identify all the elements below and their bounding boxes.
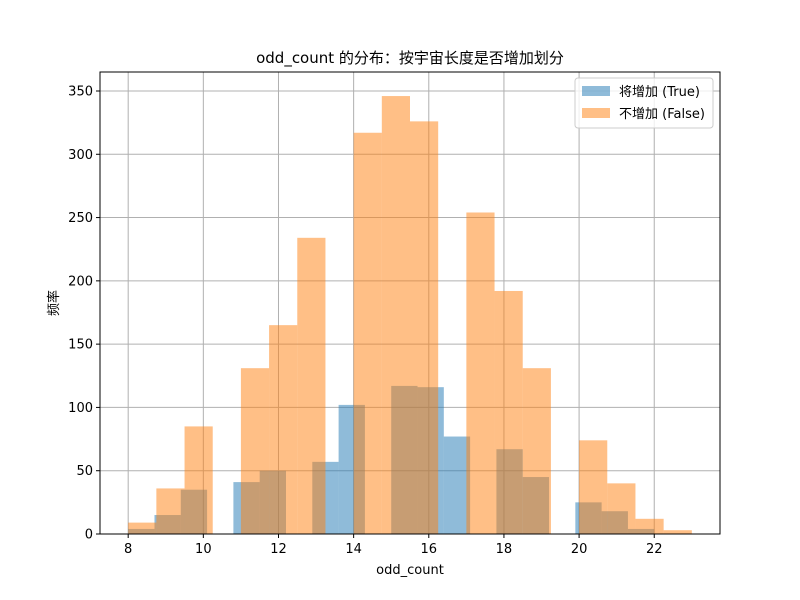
bar-false [410,121,439,534]
bar-false [494,290,523,534]
legend-label-false: 不增加 (False) [619,107,705,122]
x-tick-label: 16 [421,542,438,557]
bar-false [240,368,270,534]
bar-false [522,368,551,534]
axes-frame [99,71,721,535]
bar-false [466,212,495,534]
chart-title: odd_count 的分布：按宇宙长度是否增加划分 [256,49,564,68]
bar-false [607,483,636,534]
y-tick-label: 250 [68,211,93,226]
x-tick-label: 12 [270,542,287,557]
bar-false [635,518,664,534]
bar-false [663,530,692,534]
y-tick-label: 0 [85,528,93,543]
y-tick-label: 150 [68,338,93,353]
bar-false [381,96,410,534]
x-tick-label: 8 [124,542,132,557]
plot-area: 8 10 12 14 16 18 20 22 0 50 100 150 200 250 300 350 [68,71,721,557]
legend-label-true: 将增加 (True) [619,85,700,100]
legend: 将增加 (True) 不增加 (False) [574,77,714,129]
y-tick-label: 300 [68,148,93,163]
y-tick-label: 200 [68,274,93,289]
x-tick-label: 18 [496,542,513,557]
y-ticks: 0 50 100 150 200 250 300 350 [68,84,100,543]
y-axis-label: 频率 [46,290,62,316]
bar-false [297,237,326,534]
bar-true [443,436,471,534]
bar-false [184,426,213,534]
bar-false [269,325,298,534]
bar-false [156,488,185,534]
x-tick-label: 14 [345,542,362,557]
x-tick-label: 20 [571,542,588,557]
y-tick-label: 50 [76,464,93,479]
bars [128,96,692,534]
x-tick-label: 10 [195,542,212,557]
x-axis-label: odd_count [376,563,444,578]
y-tick-label: 100 [68,401,93,416]
bar-false [579,440,608,534]
x-tick-label: 22 [646,542,663,557]
x-ticks: 8 10 12 14 16 18 20 22 [124,534,663,557]
legend-swatch-false [582,108,610,118]
bar-false [128,522,157,534]
legend-swatch-true [582,86,610,96]
bar-false [353,132,382,534]
y-tick-label: 350 [68,84,93,99]
